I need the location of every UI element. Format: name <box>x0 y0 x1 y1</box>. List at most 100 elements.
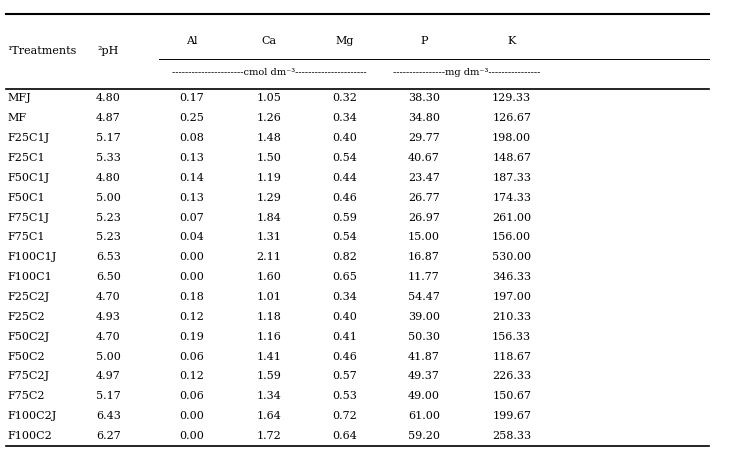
Text: 61.00: 61.00 <box>408 411 440 421</box>
Text: 4.80: 4.80 <box>96 173 121 183</box>
Text: 0.17: 0.17 <box>179 94 204 104</box>
Text: F50C2: F50C2 <box>7 351 45 361</box>
Text: 346.33: 346.33 <box>492 272 531 282</box>
Text: 174.33: 174.33 <box>492 192 531 202</box>
Text: 5.17: 5.17 <box>96 391 121 401</box>
Text: 0.40: 0.40 <box>333 133 357 143</box>
Text: 5.33: 5.33 <box>96 153 121 163</box>
Text: F25C1J: F25C1J <box>7 133 50 143</box>
Text: F100C2J: F100C2J <box>7 411 57 421</box>
Text: F50C1: F50C1 <box>7 192 45 202</box>
Text: 0.13: 0.13 <box>179 153 204 163</box>
Text: Al: Al <box>186 36 197 46</box>
Text: 26.77: 26.77 <box>408 192 440 202</box>
Text: 0.57: 0.57 <box>333 371 357 381</box>
Text: 126.67: 126.67 <box>492 114 531 123</box>
Text: 0.00: 0.00 <box>179 411 204 421</box>
Text: 0.46: 0.46 <box>333 351 357 361</box>
Text: F25C1: F25C1 <box>7 153 45 163</box>
Text: 1.50: 1.50 <box>257 153 281 163</box>
Text: 0.72: 0.72 <box>333 411 357 421</box>
Text: 5.23: 5.23 <box>96 212 121 222</box>
Text: 1.64: 1.64 <box>257 411 281 421</box>
Text: 11.77: 11.77 <box>408 272 440 282</box>
Text: 118.67: 118.67 <box>492 351 531 361</box>
Text: 0.06: 0.06 <box>179 391 204 401</box>
Text: 226.33: 226.33 <box>492 371 531 381</box>
Text: ²pH: ²pH <box>97 46 119 56</box>
Text: 1.31: 1.31 <box>257 232 281 242</box>
Text: 0.12: 0.12 <box>179 371 204 381</box>
Text: F75C2J: F75C2J <box>7 371 50 381</box>
Text: 210.33: 210.33 <box>492 312 531 322</box>
Text: 50.30: 50.30 <box>408 332 440 342</box>
Text: 197.00: 197.00 <box>492 292 531 302</box>
Text: ----------------mg dm⁻³----------------: ----------------mg dm⁻³---------------- <box>393 68 540 77</box>
Text: 5.00: 5.00 <box>96 192 121 202</box>
Text: 5.23: 5.23 <box>96 232 121 242</box>
Text: 129.33: 129.33 <box>492 94 531 104</box>
Text: 39.00: 39.00 <box>408 312 440 322</box>
Text: 1.84: 1.84 <box>257 212 281 222</box>
Text: F75C1: F75C1 <box>7 232 45 242</box>
Text: F75C2: F75C2 <box>7 391 45 401</box>
Text: 23.47: 23.47 <box>408 173 440 183</box>
Text: 4.97: 4.97 <box>96 371 121 381</box>
Text: 6.53: 6.53 <box>96 252 121 262</box>
Text: 0.08: 0.08 <box>179 133 204 143</box>
Text: 0.04: 0.04 <box>179 232 204 242</box>
Text: K: K <box>507 36 516 46</box>
Text: F100C2: F100C2 <box>7 431 52 441</box>
Text: 38.30: 38.30 <box>408 94 440 104</box>
Text: 4.70: 4.70 <box>96 292 121 302</box>
Text: 34.80: 34.80 <box>408 114 440 123</box>
Text: 0.54: 0.54 <box>333 153 357 163</box>
Text: 1.60: 1.60 <box>257 272 281 282</box>
Text: 1.34: 1.34 <box>257 391 281 401</box>
Text: 0.00: 0.00 <box>179 431 204 441</box>
Text: F75C1J: F75C1J <box>7 212 50 222</box>
Text: 40.67: 40.67 <box>408 153 440 163</box>
Text: Mg: Mg <box>336 36 355 46</box>
Text: 6.43: 6.43 <box>96 411 121 421</box>
Text: P: P <box>420 36 428 46</box>
Text: 0.18: 0.18 <box>179 292 204 302</box>
Text: 258.33: 258.33 <box>492 431 531 441</box>
Text: 0.32: 0.32 <box>333 94 357 104</box>
Text: 1.26: 1.26 <box>257 114 281 123</box>
Text: 6.27: 6.27 <box>96 431 121 441</box>
Text: 199.67: 199.67 <box>492 411 531 421</box>
Text: 1.41: 1.41 <box>257 351 281 361</box>
Text: 530.00: 530.00 <box>492 252 531 262</box>
Text: 0.59: 0.59 <box>333 212 357 222</box>
Text: 5.17: 5.17 <box>96 133 121 143</box>
Text: ----------------------cmol⁣ dm⁻³----------------------: ----------------------cmol⁣ dm⁻³--------… <box>172 68 366 77</box>
Text: 59.20: 59.20 <box>408 431 440 441</box>
Text: 0.13: 0.13 <box>179 192 204 202</box>
Text: 156.33: 156.33 <box>492 332 531 342</box>
Text: 0.06: 0.06 <box>179 351 204 361</box>
Text: 0.53: 0.53 <box>333 391 357 401</box>
Text: 0.25: 0.25 <box>179 114 204 123</box>
Text: 41.87: 41.87 <box>408 351 440 361</box>
Text: 49.00: 49.00 <box>408 391 440 401</box>
Text: 29.77: 29.77 <box>408 133 440 143</box>
Text: 1.72: 1.72 <box>257 431 281 441</box>
Text: F25C2J: F25C2J <box>7 292 50 302</box>
Text: 1.29: 1.29 <box>257 192 281 202</box>
Text: Ca: Ca <box>262 36 276 46</box>
Text: 4.87: 4.87 <box>96 114 121 123</box>
Text: 0.41: 0.41 <box>333 332 357 342</box>
Text: 1.48: 1.48 <box>257 133 281 143</box>
Text: F50C1J: F50C1J <box>7 173 50 183</box>
Text: 0.40: 0.40 <box>333 312 357 322</box>
Text: 0.12: 0.12 <box>179 312 204 322</box>
Text: 0.44: 0.44 <box>333 173 357 183</box>
Text: 0.14: 0.14 <box>179 173 204 183</box>
Text: MFJ: MFJ <box>7 94 31 104</box>
Text: 4.93: 4.93 <box>96 312 121 322</box>
Text: 187.33: 187.33 <box>492 173 531 183</box>
Text: 0.00: 0.00 <box>179 252 204 262</box>
Text: 261.00: 261.00 <box>492 212 531 222</box>
Text: 4.80: 4.80 <box>96 94 121 104</box>
